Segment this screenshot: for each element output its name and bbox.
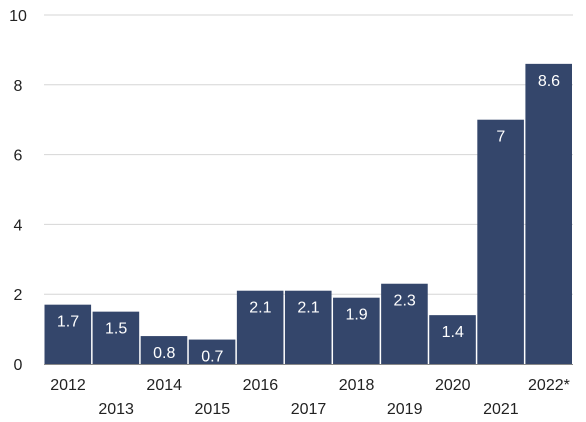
x-tick-label: 2016 [243, 377, 279, 394]
data-label: 7 [496, 129, 505, 146]
x-tick-label: 2012 [50, 377, 86, 394]
x-tick-label: 2021 [483, 401, 519, 418]
data-label: 2.3 [394, 293, 416, 310]
x-tick-label: 2020 [435, 377, 471, 394]
data-label: 1.4 [442, 324, 464, 341]
x-tick-label: 2018 [339, 377, 375, 394]
bar [381, 283, 428, 364]
data-label: 2.1 [249, 300, 271, 317]
data-label: 8.6 [538, 73, 560, 90]
y-tick-label: 2 [14, 287, 23, 304]
x-tick-label: 2013 [98, 401, 134, 418]
data-label: 0.8 [153, 345, 175, 362]
data-labels: 1.7 1.5 0.8 0.7 2.1 2.1 1.9 2.3 1.4 7 8.6 [57, 73, 560, 366]
bar [477, 119, 524, 364]
y-tick-label: 6 [14, 148, 23, 165]
y-tick-label: 0 [14, 357, 23, 374]
bar [525, 63, 572, 365]
bar [44, 304, 92, 364]
x-axis-ticks: 2012 2013 2014 2015 2016 2017 2018 2019 2020 2021… [50, 377, 570, 418]
y-tick-label: 10 [9, 8, 27, 25]
bar [236, 290, 284, 364]
x-tick-label: 2015 [195, 401, 231, 418]
bar [92, 311, 140, 364]
x-tick-label: 2022* [528, 377, 570, 394]
y-axis-ticks: 0 2 4 6 8 10 [9, 8, 27, 374]
y-tick-label: 8 [14, 78, 23, 95]
x-tick-label: 2019 [387, 401, 423, 418]
bar [188, 339, 236, 364]
x-tick-label: 2014 [146, 377, 182, 394]
y-tick-label: 4 [14, 217, 23, 234]
data-label: 1.5 [105, 321, 127, 338]
bar [140, 336, 188, 364]
x-tick-label: 2017 [291, 401, 327, 418]
bar [429, 315, 476, 364]
data-label: 1.7 [57, 314, 79, 331]
bars [44, 63, 572, 365]
data-label: 2.1 [297, 300, 319, 317]
data-label: 0.7 [201, 349, 223, 366]
bar [284, 290, 332, 364]
data-label: 1.9 [345, 307, 367, 324]
bar [333, 297, 380, 364]
